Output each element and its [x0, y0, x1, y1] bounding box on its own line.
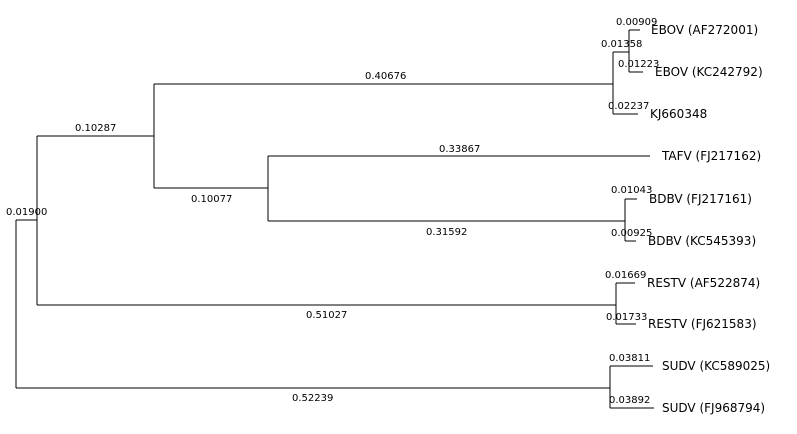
branch-length-bdbv-clade: 0.31592	[426, 227, 467, 238]
taxon-label-ebov-kc242792: EBOV (KC242792)	[655, 65, 763, 79]
branch-length-restv-af: 0.01669	[605, 270, 646, 281]
taxon-labels: EBOV (AF272001) EBOV (KC242792) KJ660348…	[647, 23, 770, 415]
taxon-label-kj660348: KJ660348	[650, 107, 707, 121]
branch-length-ebov-af: 0.00909	[616, 17, 657, 28]
branch-length-labels: 0.00909 0.01358 0.01223 0.02237 0.40676 …	[6, 17, 659, 406]
branch-length-ebov-kc: 0.01223	[618, 59, 659, 70]
branch-length-bdbv-kc: 0.00925	[611, 228, 652, 239]
taxon-label-sudv-kc589025: SUDV (KC589025)	[662, 359, 770, 373]
taxon-label-tafv-fj217162: TAFV (FJ217162)	[661, 149, 761, 163]
branch-length-restv-clade: 0.51027	[306, 310, 347, 321]
taxon-label-sudv-fj968794: SUDV (FJ968794)	[662, 401, 765, 415]
branch-length-kj: 0.02237	[608, 101, 649, 112]
taxon-label-restv-af522874: RESTV (AF522874)	[647, 276, 760, 290]
branch-length-tafv: 0.33867	[439, 144, 480, 155]
branch-length-ebov-taf-bd: 0.10287	[75, 123, 116, 134]
branch-length-bdbv-fj: 0.01043	[611, 185, 652, 196]
branch-length-sudv-kc: 0.03811	[609, 353, 650, 364]
branch-length-ebov-pair: 0.01358	[601, 39, 642, 50]
branch-length-ebov-clade: 0.40676	[365, 71, 406, 82]
branch-length-taf-bd: 0.10077	[191, 194, 232, 205]
taxon-label-bdbv-kc545393: BDBV (KC545393)	[648, 234, 756, 248]
taxon-label-restv-fj621583: RESTV (FJ621583)	[648, 317, 757, 331]
taxon-label-bdbv-fj217161: BDBV (FJ217161)	[649, 192, 752, 206]
branch-length-restv-fj: 0.01733	[606, 312, 647, 323]
tree-branches	[15, 29, 654, 409]
taxon-label-ebov-af272001: EBOV (AF272001)	[651, 23, 758, 37]
branch-length-root-upper: 0.01900	[6, 207, 47, 218]
branch-length-sudv-fj: 0.03892	[609, 395, 650, 406]
branch-length-sudv-clade: 0.52239	[292, 393, 333, 404]
